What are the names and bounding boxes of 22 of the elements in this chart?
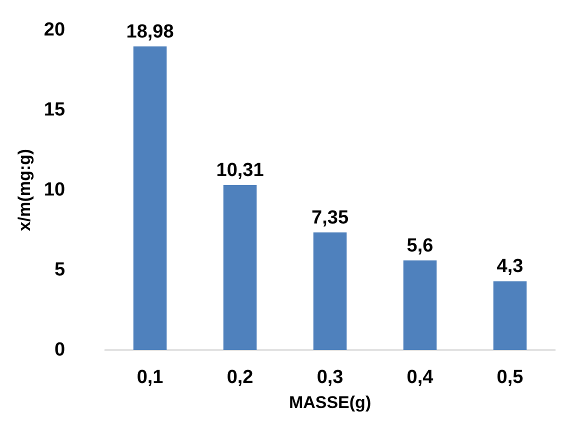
data-label: 5,6 — [406, 235, 434, 256]
y-tick-label: 0 — [54, 340, 66, 360]
bar — [403, 260, 437, 350]
x-tick-label: 0,1 — [136, 367, 164, 388]
x-tick-label: 0,5 — [496, 367, 524, 388]
x-tick-label: 0,4 — [406, 367, 434, 388]
x-tick-label: 0,2 — [226, 367, 254, 388]
y-tick-label: 15 — [44, 100, 66, 120]
data-label: 4,3 — [496, 256, 524, 278]
data-label: 10,31 — [216, 160, 264, 182]
x-tick-label: 0,3 — [316, 367, 344, 388]
y-axis-title: x/m(mg:g) — [15, 148, 34, 232]
bar — [223, 185, 257, 350]
data-label: 18,98 — [126, 21, 174, 42]
x-axis-title: MASSE(g) — [288, 393, 372, 412]
y-tick-label: 20 — [44, 20, 66, 40]
bar — [493, 281, 527, 350]
bar — [133, 46, 167, 350]
y-tick-label: 10 — [44, 180, 66, 200]
y-tick-label: 5 — [54, 260, 66, 280]
bar — [313, 232, 347, 350]
data-label: 7,35 — [312, 207, 349, 228]
